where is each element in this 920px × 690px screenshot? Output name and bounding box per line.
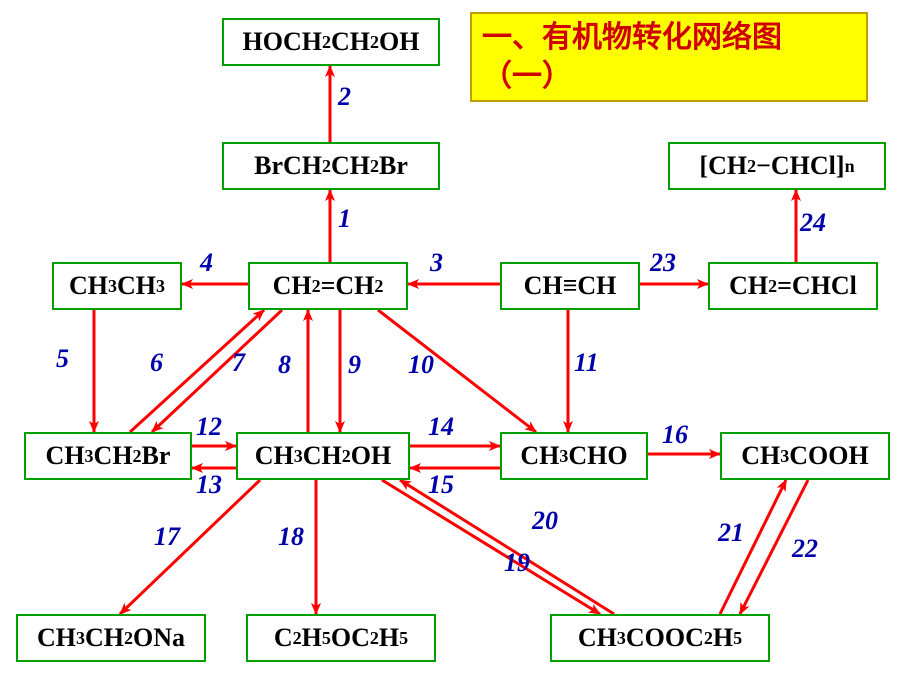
node-chch: CH≡CH	[500, 262, 640, 310]
edge-label-20: 20	[532, 506, 558, 536]
edge-17	[120, 480, 260, 614]
edge-label-17: 17	[154, 522, 180, 552]
edge-label-14: 14	[428, 412, 454, 442]
edge-label-2: 2	[338, 82, 351, 112]
node-ch2ch2: CH2=CH2	[248, 262, 408, 310]
edge-label-13: 13	[196, 470, 222, 500]
node-ch3ch2ona: CH3CH2ONa	[16, 614, 206, 662]
title-box: 一、有机物转化网络图（一）	[470, 12, 868, 102]
node-brch2ch2br: BrCH2CH2Br	[222, 142, 440, 190]
node-ch3cooc2h5: CH3COOC2H5	[550, 614, 770, 662]
edge-label-11: 11	[574, 348, 599, 378]
node-ch3ch3: CH3CH3	[52, 262, 182, 310]
edge-label-24: 24	[800, 208, 826, 238]
node-ch3cho: CH3CHO	[500, 432, 648, 480]
edge-20	[400, 480, 614, 614]
edge-label-6: 6	[150, 348, 163, 378]
edge-label-8: 8	[278, 350, 291, 380]
edge-label-12: 12	[196, 412, 222, 442]
edge-label-1: 1	[338, 204, 351, 234]
edge-label-5: 5	[56, 344, 69, 374]
node-ch3ch2br: CH3CH2Br	[24, 432, 192, 480]
edge-label-15: 15	[428, 470, 454, 500]
edge-label-10: 10	[408, 350, 434, 380]
node-ch3cooh: CH3COOH	[720, 432, 890, 480]
edge-label-22: 22	[792, 534, 818, 564]
node-ch3ch2oh: CH3CH2OH	[236, 432, 410, 480]
edge-label-23: 23	[650, 248, 676, 278]
edge-label-4: 4	[200, 248, 213, 278]
title-text: 一、有机物转化网络图（一）	[482, 21, 782, 93]
edge-label-19: 19	[504, 548, 530, 578]
edge-label-7: 7	[232, 348, 245, 378]
node-polych2chcl: [CH2−CHCl]n	[668, 142, 886, 190]
edge-label-3: 3	[430, 248, 443, 278]
edge-label-9: 9	[348, 350, 361, 380]
edge-19	[382, 480, 600, 614]
arrow-layer	[0, 0, 920, 690]
edge-label-16: 16	[662, 420, 688, 450]
node-hoch2ch2oh: HOCH2CH2OH	[222, 18, 440, 66]
edge-label-21: 21	[718, 518, 744, 548]
edge-label-18: 18	[278, 522, 304, 552]
edge-10	[378, 310, 536, 432]
node-c2h5oc2h5: C2H5OC2H5	[246, 614, 436, 662]
node-ch2chcl: CH2=CHCl	[708, 262, 878, 310]
